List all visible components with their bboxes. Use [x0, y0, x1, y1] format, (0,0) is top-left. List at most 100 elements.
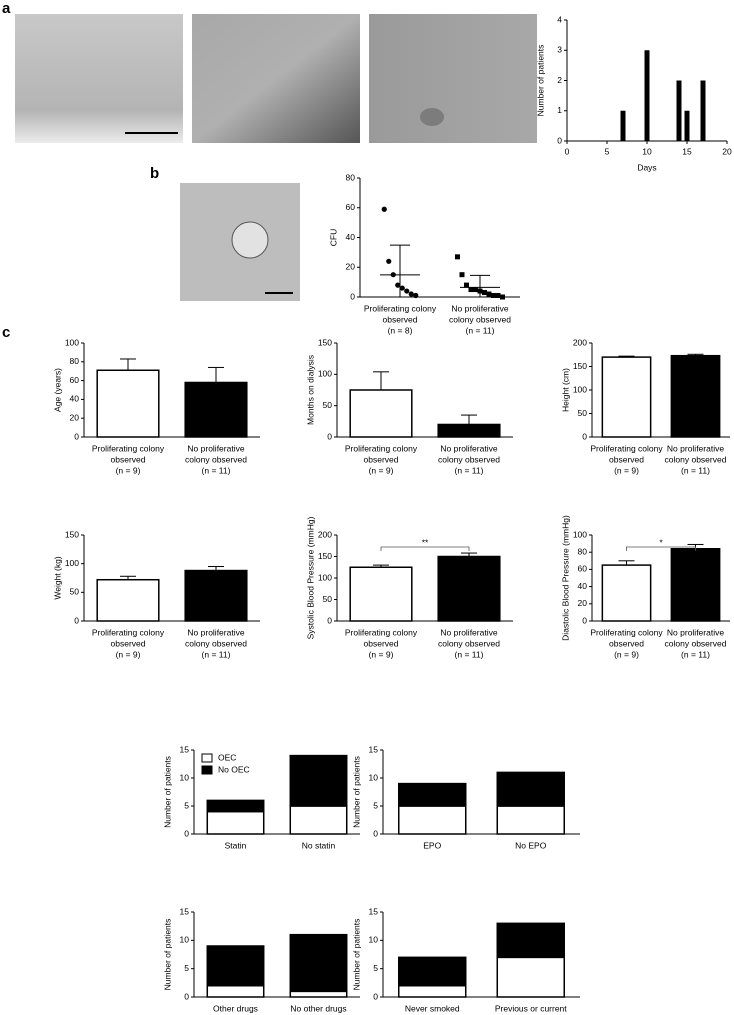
x-tick-label: (n = 11) [455, 649, 484, 659]
point [482, 290, 487, 296]
bar-segment [289, 933, 348, 993]
y-tick-label: 100 [573, 529, 587, 539]
x-tick-label: observed [383, 314, 418, 324]
y-axis-label: Systolic Blood Pressure (mmHg) [305, 516, 315, 639]
bar-segment [398, 956, 467, 987]
point [495, 293, 501, 299]
bar-segment [398, 782, 467, 807]
y-tick-label: 100 [65, 337, 79, 347]
point [486, 291, 492, 297]
x-tick-label: (n = 11) [681, 649, 710, 659]
y-tick-label: 50 [578, 408, 588, 418]
y-tick-label: 50 [70, 587, 80, 597]
y-tick-label: 100 [318, 369, 332, 379]
y-tick-label: 20 [70, 412, 80, 422]
point [468, 287, 474, 293]
x-tick-label: Never smoked [405, 1003, 460, 1013]
significance-label: * [659, 537, 663, 547]
x-tick-label: No proliferative [667, 443, 724, 453]
y-tick-label: 0 [184, 991, 189, 1001]
x-tick-label: No proliferative [440, 627, 497, 637]
y-axis-label: Number of patients [351, 756, 361, 828]
bar-segment [496, 805, 565, 835]
y-tick-label: 20 [578, 598, 588, 608]
y-axis-label: Number of patients [162, 756, 172, 828]
y-tick-label: 100 [573, 384, 587, 394]
y-tick-label: 0 [557, 135, 562, 145]
bar-segment [289, 754, 348, 807]
legend-swatch [201, 765, 213, 775]
panel-label: b [150, 165, 159, 182]
error-bar-group [380, 244, 420, 297]
point [464, 282, 469, 288]
y-tick-label: 200 [318, 529, 332, 539]
x-tick-label: (n = 9) [614, 649, 639, 659]
x-tick-label: Proliferating colony [345, 627, 418, 637]
bar [96, 578, 160, 622]
y-tick-label: 1 [557, 105, 562, 115]
y-tick-label: 50 [323, 594, 333, 604]
y-axis-label: Number of patients [162, 919, 172, 991]
x-tick-label: Proliferating colony [590, 443, 663, 453]
x-tick-label: No statin [302, 840, 336, 850]
y-tick-label: 0 [74, 615, 79, 625]
y-tick-label: 80 [70, 356, 80, 366]
bar [670, 354, 721, 438]
x-tick-label: Proliferating colony [92, 443, 165, 453]
y-axis-label: Diastolic Blood Pressure (mmHg) [560, 515, 570, 641]
bar-segment [289, 805, 348, 835]
y-tick-label: 0 [74, 431, 79, 441]
point [413, 292, 419, 299]
x-tick-label: observed [364, 638, 399, 648]
bar [184, 569, 248, 622]
y-tick-label: 2 [557, 75, 562, 85]
y-tick-label: 15 [369, 744, 379, 754]
y-tick-label: 15 [180, 906, 190, 916]
bar [601, 356, 652, 438]
bar [601, 564, 652, 622]
x-tick-label: observed [364, 454, 399, 464]
x-tick-label: colony observed [438, 454, 500, 464]
y-tick-label: 10 [369, 772, 379, 782]
x-tick-label: Proliferating colony [590, 627, 663, 637]
y-tick-label: 80 [346, 172, 356, 182]
bar-segment [398, 984, 467, 998]
y-tick-label: 60 [346, 202, 356, 212]
bar-segment [496, 956, 565, 998]
y-tick-label: 60 [70, 375, 80, 385]
y-axis-label: CFU [328, 229, 338, 246]
y-tick-label: 40 [70, 394, 80, 404]
y-tick-label: 10 [180, 935, 190, 945]
y-axis-label: Weight (kg) [52, 556, 62, 599]
y-tick-label: 3 [557, 45, 562, 55]
point [455, 254, 460, 260]
x-tick-label: No proliferative [187, 443, 244, 453]
y-tick-label: 10 [180, 772, 190, 782]
y-tick-label: 0 [373, 991, 378, 1001]
y-tick-label: 40 [346, 232, 356, 242]
y-tick-label: 150 [318, 337, 332, 347]
y-axis-label: Height (cm) [560, 368, 570, 412]
y-axis-label: Months on dialysis [305, 355, 315, 425]
x-tick-label: observed [609, 454, 644, 464]
x-tick-label: (n = 11) [681, 465, 710, 475]
x-tick-label: 5 [605, 146, 610, 156]
y-tick-label: 100 [65, 558, 79, 568]
significance-bracket [380, 546, 470, 551]
x-tick-label: Statin [225, 840, 247, 850]
x-tick-label: observed [609, 638, 644, 648]
x-tick-label: (n = 11) [466, 325, 495, 335]
x-tick-label: colony observed [665, 638, 727, 648]
x-tick-label: Other drugs [213, 1003, 258, 1013]
x-tick-label: colony observed [185, 454, 247, 464]
bar [437, 423, 501, 438]
y-tick-label: 5 [373, 800, 378, 810]
bar-segment [496, 771, 565, 807]
x-tick-label: observed [111, 638, 146, 648]
y-tick-label: 15 [369, 906, 379, 916]
y-axis-label: Age (years) [52, 368, 62, 412]
point [491, 293, 496, 299]
legend-label: No OEC [218, 764, 250, 774]
micrograph-feature [420, 108, 444, 126]
bar-segment [206, 810, 265, 835]
